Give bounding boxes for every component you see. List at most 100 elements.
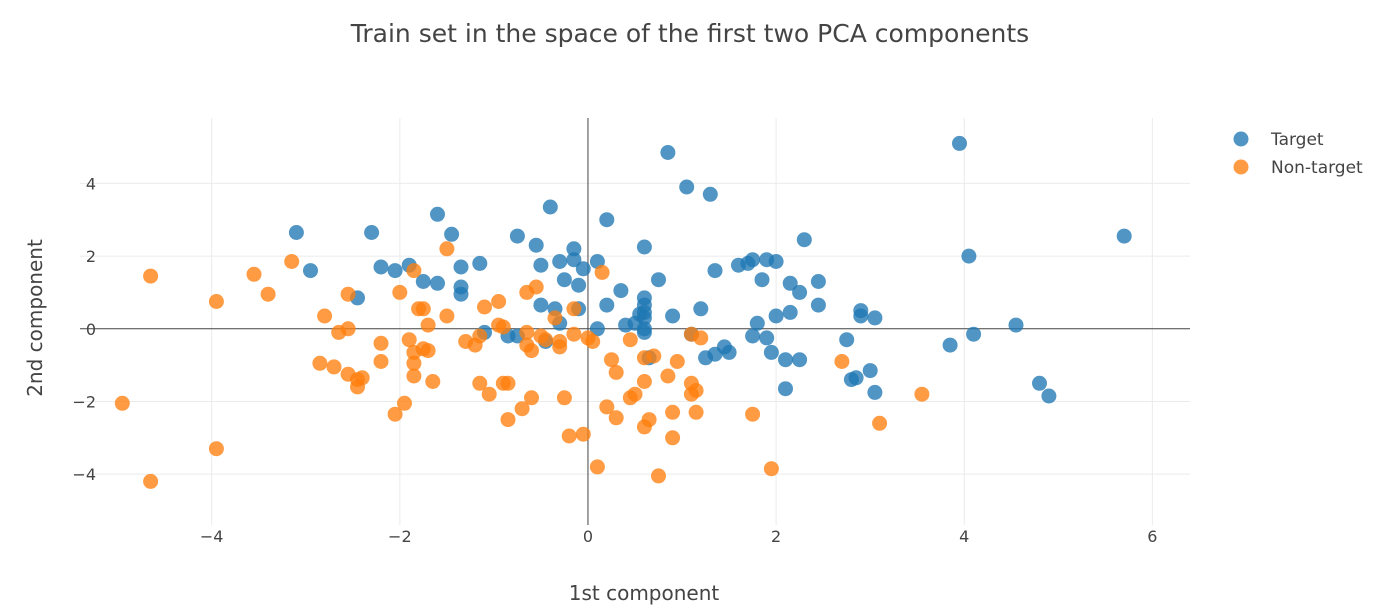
data-point[interactable] bbox=[782, 275, 798, 291]
data-point[interactable] bbox=[373, 354, 389, 369]
data-point[interactable] bbox=[594, 264, 610, 280]
data-point[interactable] bbox=[514, 401, 530, 417]
data-point[interactable] bbox=[430, 275, 445, 291]
data-point[interactable] bbox=[862, 363, 878, 379]
data-point[interactable] bbox=[533, 297, 549, 313]
data-point[interactable] bbox=[754, 272, 770, 288]
data-point[interactable] bbox=[575, 426, 591, 442]
data-point[interactable] bbox=[1116, 228, 1132, 244]
data-point[interactable] bbox=[566, 241, 582, 257]
data-point[interactable] bbox=[364, 225, 380, 240]
data-point[interactable] bbox=[401, 332, 417, 348]
data-point[interactable] bbox=[317, 308, 333, 324]
data-point[interactable] bbox=[439, 308, 455, 324]
data-point[interactable] bbox=[453, 286, 469, 302]
data-point[interactable] bbox=[778, 352, 793, 368]
data-point[interactable] bbox=[641, 412, 657, 428]
data-point[interactable] bbox=[561, 428, 577, 444]
data-point[interactable] bbox=[453, 259, 469, 275]
data-point[interactable] bbox=[622, 390, 638, 406]
data-point[interactable] bbox=[552, 334, 568, 349]
data-point[interactable] bbox=[669, 354, 685, 369]
data-point[interactable] bbox=[613, 283, 629, 299]
data-point[interactable] bbox=[533, 257, 549, 273]
data-point[interactable] bbox=[768, 308, 784, 324]
data-point[interactable] bbox=[778, 381, 793, 397]
data-point[interactable] bbox=[693, 330, 709, 346]
data-point[interactable] bbox=[665, 404, 681, 420]
data-point[interactable] bbox=[472, 255, 488, 271]
data-point[interactable] bbox=[867, 384, 883, 400]
data-point[interactable] bbox=[763, 344, 779, 360]
data-point[interactable] bbox=[679, 179, 695, 195]
data-point[interactable] bbox=[430, 206, 445, 222]
data-point[interactable] bbox=[114, 395, 130, 411]
data-point[interactable] bbox=[340, 286, 356, 302]
data-point[interactable] bbox=[867, 310, 883, 326]
data-point[interactable] bbox=[759, 330, 775, 346]
data-point[interactable] bbox=[599, 212, 615, 228]
data-point[interactable] bbox=[524, 390, 539, 406]
data-point[interactable] bbox=[340, 321, 356, 337]
data-point[interactable] bbox=[444, 226, 460, 242]
data-point[interactable] bbox=[665, 308, 681, 324]
data-point[interactable] bbox=[745, 252, 761, 268]
data-point[interactable] bbox=[542, 199, 558, 215]
data-point[interactable] bbox=[660, 368, 676, 384]
data-point[interactable] bbox=[373, 259, 389, 275]
data-point[interactable] bbox=[792, 352, 808, 368]
data-point[interactable] bbox=[745, 328, 761, 344]
data-point[interactable] bbox=[481, 386, 497, 402]
data-point[interactable] bbox=[538, 332, 554, 348]
legend-item-non-target[interactable]: Non-target bbox=[1233, 158, 1364, 178]
data-point[interactable] bbox=[547, 310, 563, 326]
data-point[interactable] bbox=[439, 241, 455, 257]
data-point[interactable] bbox=[208, 294, 224, 309]
data-point[interactable] bbox=[698, 350, 714, 366]
data-point[interactable] bbox=[707, 263, 723, 279]
data-point[interactable] bbox=[406, 263, 422, 279]
data-point[interactable] bbox=[599, 297, 615, 313]
data-point[interactable] bbox=[500, 375, 516, 391]
data-point[interactable] bbox=[420, 317, 436, 333]
data-point[interactable] bbox=[782, 304, 798, 320]
data-point[interactable] bbox=[312, 355, 328, 371]
data-point[interactable] bbox=[914, 386, 930, 402]
data-point[interactable] bbox=[651, 272, 666, 288]
data-point[interactable] bbox=[556, 390, 572, 406]
data-point[interactable] bbox=[853, 308, 869, 324]
data-point[interactable] bbox=[721, 344, 737, 360]
data-point[interactable] bbox=[660, 145, 676, 160]
data-point[interactable] bbox=[524, 343, 539, 359]
data-point[interactable] bbox=[966, 326, 982, 342]
data-point[interactable] bbox=[636, 324, 652, 340]
data-point[interactable] bbox=[575, 261, 591, 277]
data-point[interactable] bbox=[509, 228, 525, 244]
data-point[interactable] bbox=[608, 364, 624, 380]
data-point[interactable] bbox=[415, 274, 431, 289]
data-point[interactable] bbox=[472, 375, 488, 391]
data-point[interactable] bbox=[839, 332, 855, 348]
data-point[interactable] bbox=[143, 473, 159, 489]
data-point[interactable] bbox=[397, 395, 412, 411]
legend-item-target[interactable]: Target bbox=[1233, 130, 1324, 150]
data-point[interactable] bbox=[491, 294, 507, 309]
data-point[interactable] bbox=[571, 277, 587, 293]
data-point[interactable] bbox=[566, 326, 582, 342]
data-point[interactable] bbox=[589, 321, 605, 337]
data-point[interactable] bbox=[1008, 317, 1024, 333]
data-point[interactable] bbox=[651, 468, 666, 484]
data-point[interactable] bbox=[415, 301, 431, 317]
data-point[interactable] bbox=[599, 399, 615, 415]
data-point[interactable] bbox=[693, 301, 709, 317]
data-point[interactable] bbox=[763, 461, 779, 477]
data-point[interactable] bbox=[636, 374, 652, 389]
data-point[interactable] bbox=[1041, 388, 1057, 404]
data-point[interactable] bbox=[528, 279, 544, 295]
data-point[interactable] bbox=[392, 284, 408, 300]
data-point[interactable] bbox=[688, 383, 704, 398]
data-point[interactable] bbox=[768, 254, 784, 269]
data-point[interactable] bbox=[415, 341, 431, 357]
data-point[interactable] bbox=[477, 299, 492, 315]
data-point[interactable] bbox=[326, 359, 342, 375]
